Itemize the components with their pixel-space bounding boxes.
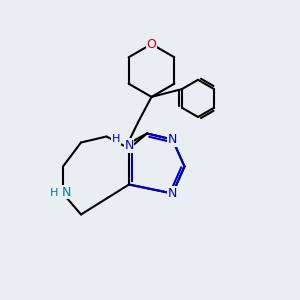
Text: N: N bbox=[124, 139, 134, 152]
Text: N: N bbox=[61, 185, 71, 199]
Text: O: O bbox=[147, 38, 156, 51]
Text: N: N bbox=[168, 133, 177, 146]
Text: N: N bbox=[168, 187, 177, 200]
Text: H: H bbox=[112, 134, 120, 145]
Text: H: H bbox=[50, 188, 58, 199]
